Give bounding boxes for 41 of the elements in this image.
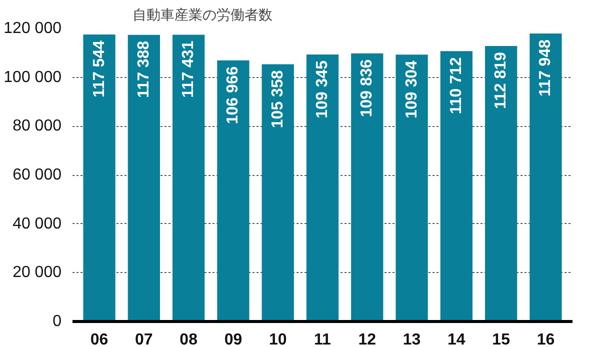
x-tick-label: 08 (180, 332, 198, 347)
bar (128, 34, 160, 322)
bar (217, 60, 250, 322)
x-tick-label: 14 (448, 332, 466, 347)
y-tick-label: 120 000 (4, 20, 62, 37)
x-tick-label: 16 (536, 332, 555, 347)
data-label: 110 712 (448, 57, 465, 114)
data-label: 112 819 (492, 52, 510, 109)
y-tick-label: 80 000 (12, 118, 62, 135)
data-label: 109 345 (314, 60, 331, 118)
bar (396, 54, 428, 322)
y-tick-label: 20 000 (12, 264, 62, 282)
data-label: 105 358 (269, 70, 286, 128)
y-tick-label: 40 000 (12, 215, 62, 232)
x-tick-label: 07 (135, 332, 153, 347)
bar (440, 51, 472, 322)
x-tick-label: 06 (90, 332, 108, 347)
x-tick-label: 10 (268, 332, 287, 347)
data-label: 109 836 (358, 59, 376, 118)
x-tick-label: 11 (314, 332, 332, 347)
x-tick-label: 12 (358, 332, 376, 347)
data-label: 106 966 (224, 66, 242, 124)
data-label: 109 304 (403, 60, 420, 118)
x-tick-label: 15 (492, 332, 510, 347)
bar (530, 34, 562, 322)
bar (83, 34, 116, 322)
bar (262, 64, 294, 322)
data-label: 117 544 (90, 40, 108, 98)
bar (172, 34, 205, 322)
x-tick-label: 13 (402, 332, 421, 347)
bar (485, 46, 518, 322)
data-label: 117 431 (180, 40, 198, 98)
y-tick-label: 0 (52, 313, 62, 330)
y-tick-label: 60 000 (12, 166, 62, 184)
bar (306, 54, 339, 322)
chart-title: 自動車産業の労働者数 (132, 8, 272, 24)
data-label: 117 388 (135, 40, 152, 98)
bar (351, 53, 384, 322)
data-label: 117 948 (537, 39, 554, 96)
y-tick-label: 100 000 (4, 68, 62, 86)
x-tick-label: 09 (224, 332, 242, 347)
